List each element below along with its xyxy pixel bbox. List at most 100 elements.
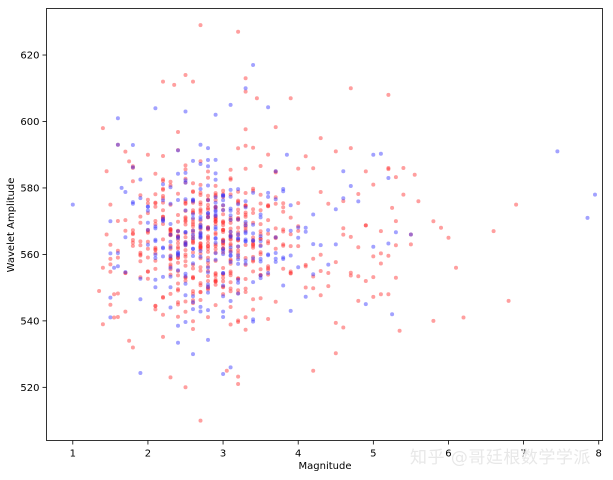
scatter-point-s1-137 bbox=[213, 227, 218, 232]
scatter-point-s0-416 bbox=[258, 272, 263, 277]
scatter-point-s0-547 bbox=[431, 219, 436, 224]
scatter-point-s0-486 bbox=[333, 260, 338, 265]
scatter-point-s1-167 bbox=[228, 217, 233, 222]
scatter-point-s1-275 bbox=[311, 272, 316, 277]
scatter-point-s0-224 bbox=[206, 227, 210, 232]
scatter-point-s0-521 bbox=[288, 96, 293, 101]
scatter-point-s0-322 bbox=[228, 216, 233, 220]
scatter-point-s0-539 bbox=[514, 202, 519, 207]
scatter-point-s0-442 bbox=[273, 170, 278, 175]
scatter-point-s0-278 bbox=[213, 244, 218, 249]
scatter-point-s0-448 bbox=[273, 236, 278, 241]
scatter-point-s0-56 bbox=[153, 304, 158, 309]
scatter-point-s1-165 bbox=[228, 299, 233, 303]
scatter-point-s0-463 bbox=[288, 232, 293, 237]
scatter-point-s1-284 bbox=[281, 189, 286, 194]
scatter-point-s0-67 bbox=[161, 295, 165, 299]
scatter-point-s0-490 bbox=[341, 232, 346, 237]
scatter-point-s0-130 bbox=[183, 259, 188, 264]
scatter-point-s0-60 bbox=[153, 222, 158, 227]
scatter-point-s0-405 bbox=[251, 254, 256, 259]
scatter-point-s0-362 bbox=[236, 291, 241, 296]
scatter-point-s0-71 bbox=[161, 217, 165, 222]
scatter-point-s1-198 bbox=[243, 231, 248, 236]
scatter-point-s1-253 bbox=[243, 86, 248, 91]
scatter-point-s1-173 bbox=[228, 208, 233, 213]
scatter-point-s0-53 bbox=[153, 258, 158, 263]
scatter-point-s0-469 bbox=[296, 201, 301, 206]
scatter-point-s0-302 bbox=[221, 242, 226, 247]
scatter-point-s1-270 bbox=[585, 215, 590, 220]
scatter-point-s1-57 bbox=[176, 251, 180, 256]
scatter-point-s0-507 bbox=[386, 292, 391, 297]
scatter-point-s0-568 bbox=[108, 262, 113, 267]
scatter-point-s1-263 bbox=[108, 295, 113, 300]
scatter-point-s0-42 bbox=[145, 276, 150, 281]
scatter-point-s0-532 bbox=[100, 322, 105, 327]
scatter-point-s0-384 bbox=[243, 243, 248, 247]
scatter-point-s1-219 bbox=[266, 190, 271, 195]
scatter-point-s0-559 bbox=[333, 149, 338, 154]
scatter-point-s0-223 bbox=[206, 237, 210, 242]
scatter-point-s1-185 bbox=[236, 187, 241, 192]
scatter-point-s1-182 bbox=[236, 257, 241, 262]
scatter-point-s0-129 bbox=[183, 163, 188, 168]
scatter-point-s0-17 bbox=[130, 165, 135, 170]
scatter-point-s0-555 bbox=[363, 279, 368, 283]
scatter-point-s1-232 bbox=[288, 228, 293, 233]
scatter-point-s1-273 bbox=[228, 365, 233, 370]
scatter-point-s0-136 bbox=[183, 242, 188, 247]
scatter-point-s0-13 bbox=[123, 271, 128, 276]
scatter-point-s1-249 bbox=[386, 241, 391, 246]
scatter-point-s0-173 bbox=[191, 262, 195, 267]
scatter-point-s0-273 bbox=[213, 191, 218, 196]
scatter-point-s0-492 bbox=[348, 270, 353, 275]
scatter-point-s1-179 bbox=[236, 291, 241, 296]
scatter-point-s0-219 bbox=[198, 227, 203, 231]
scatter-point-s0-548 bbox=[371, 182, 376, 187]
scatter-point-s0-366 bbox=[236, 225, 241, 230]
scatter-point-s0-24 bbox=[138, 250, 143, 255]
scatter-point-s0-512 bbox=[393, 219, 398, 224]
scatter-point-s1-201 bbox=[251, 317, 256, 322]
scatter-point-s1-134 bbox=[213, 200, 218, 205]
scatter-point-s0-152 bbox=[183, 200, 188, 205]
scatter-point-s0-171 bbox=[191, 189, 195, 194]
scatter-point-s1-145 bbox=[221, 315, 226, 319]
scatter-point-s1-236 bbox=[296, 225, 301, 230]
scatter-point-s0-49 bbox=[153, 200, 158, 205]
scatter-point-s1-31 bbox=[161, 182, 165, 187]
scatter-point-s1-77 bbox=[183, 208, 188, 213]
scatter-point-s0-89 bbox=[168, 233, 173, 238]
scatter-point-s1-72 bbox=[183, 178, 188, 183]
scatter-point-s0-459 bbox=[281, 205, 286, 210]
scatter-point-s0-520 bbox=[243, 89, 248, 94]
scatter-point-s1-19 bbox=[145, 220, 150, 225]
scatter-point-s0-499 bbox=[363, 223, 368, 228]
scatter-point-s0-225 bbox=[206, 260, 210, 265]
scatter-point-s0-429 bbox=[266, 272, 271, 277]
scatter-point-s1-203 bbox=[251, 222, 256, 227]
scatter-point-s0-161 bbox=[191, 237, 195, 241]
scatter-point-s0-312 bbox=[221, 272, 226, 277]
scatter-point-s0-255 bbox=[213, 198, 218, 203]
scatter-point-s0-259 bbox=[213, 242, 218, 247]
scatter-point-s1-105 bbox=[198, 215, 203, 219]
scatter-point-s1-49 bbox=[168, 239, 173, 244]
scatter-point-s0-288 bbox=[221, 192, 226, 196]
scatter-point-s0-426 bbox=[258, 237, 263, 241]
scatter-point-s0-30 bbox=[138, 239, 143, 244]
scatter-point-s1-168 bbox=[228, 235, 233, 239]
scatter-point-s0-373 bbox=[243, 286, 248, 291]
scatter-point-s1-286 bbox=[284, 152, 289, 157]
scatter-point-s0-291 bbox=[221, 279, 226, 284]
scatter-point-s0-543 bbox=[390, 205, 395, 210]
scatter-point-s0-85 bbox=[168, 232, 173, 237]
scatter-point-s0-336 bbox=[228, 243, 233, 248]
scatter-point-s0-228 bbox=[206, 169, 210, 174]
scatter-point-s1-188 bbox=[236, 236, 241, 241]
scatter-point-s0-530 bbox=[311, 368, 316, 373]
scatter-point-s0-217 bbox=[198, 268, 203, 273]
scatter-point-s1-149 bbox=[221, 252, 226, 257]
scatter-point-s0-36 bbox=[145, 230, 150, 235]
